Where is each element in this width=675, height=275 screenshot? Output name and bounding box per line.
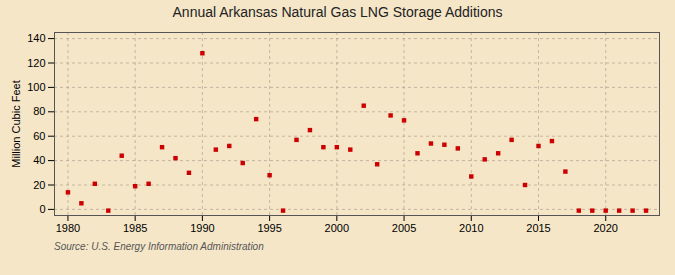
svg-text:2010: 2010 [459, 222, 483, 234]
html-text:Annual Arkansas Natural Gas LN: Annual Arkansas Natural Gas LNG Storage … [172, 4, 503, 20]
svg-text:Million Cubic Feet: Million Cubic Feet [10, 80, 22, 167]
svg-text:60: 60 [33, 130, 45, 142]
svg-text:1980: 1980 [56, 222, 80, 234]
svg-text:2015: 2015 [526, 222, 550, 234]
svg-text:2000: 2000 [325, 222, 349, 234]
svg-text:1990: 1990 [190, 222, 214, 234]
html-text:Source: U.S. Energy Informatio: Source: U.S. Energy Information Administ… [54, 241, 264, 252]
svg-text:120: 120 [27, 57, 45, 69]
svg-text:100: 100 [27, 81, 45, 93]
svg-text:40: 40 [33, 154, 45, 166]
svg-text:2005: 2005 [392, 222, 416, 234]
svg-text:1985: 1985 [123, 222, 147, 234]
svg-text:140: 140 [27, 32, 45, 44]
svg-text:0: 0 [39, 203, 45, 215]
svg-text:80: 80 [33, 105, 45, 117]
svg-text:2020: 2020 [593, 222, 617, 234]
svg-text:20: 20 [33, 179, 45, 191]
svg-text:1995: 1995 [257, 222, 281, 234]
